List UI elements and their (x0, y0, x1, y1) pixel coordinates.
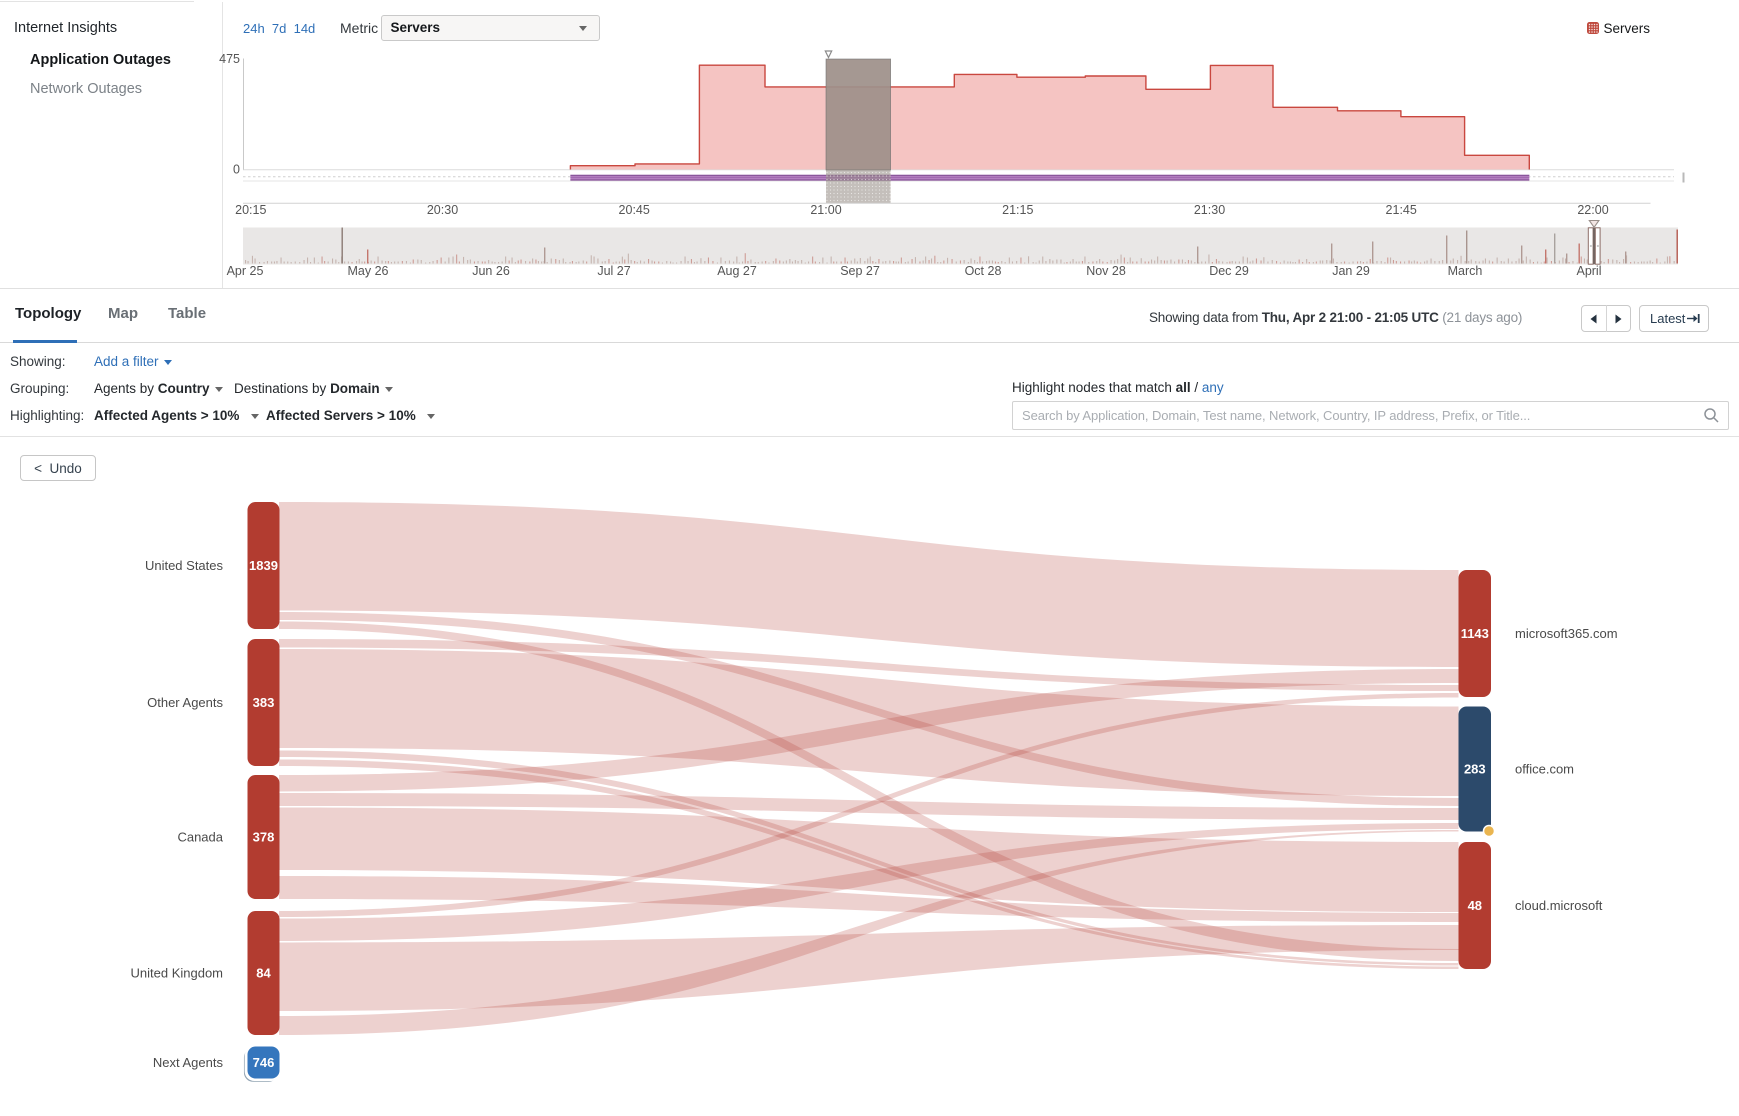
svg-text:March: March (1448, 264, 1483, 278)
svg-text:Dec 29: Dec 29 (1209, 264, 1249, 278)
svg-text:United Kingdom: United Kingdom (131, 966, 224, 981)
svg-text:Aug 27: Aug 27 (717, 264, 757, 278)
svg-text:378: 378 (253, 830, 275, 845)
svg-text:1839: 1839 (249, 558, 278, 573)
svg-text:Nov 28: Nov 28 (1086, 264, 1126, 278)
svg-text:1143: 1143 (1461, 626, 1489, 641)
svg-text:Oct 28: Oct 28 (965, 264, 1002, 278)
svg-text:21:30: 21:30 (1194, 203, 1225, 217)
svg-text:21:00: 21:00 (810, 203, 841, 217)
svg-text:20:30: 20:30 (427, 203, 458, 217)
svg-text:office.com: office.com (1515, 762, 1574, 777)
svg-text:0: 0 (233, 163, 240, 177)
svg-text:microsoft365.com: microsoft365.com (1515, 626, 1618, 641)
svg-text:cloud.microsoft: cloud.microsoft (1515, 898, 1603, 913)
svg-text:Jun 26: Jun 26 (472, 264, 510, 278)
svg-text:21:45: 21:45 (1386, 203, 1417, 217)
svg-text:Jan 29: Jan 29 (1332, 264, 1370, 278)
svg-text:84: 84 (256, 966, 271, 981)
svg-text:383: 383 (253, 695, 275, 710)
svg-text:Next Agents: Next Agents (153, 1055, 224, 1070)
svg-text:×: × (1589, 244, 1592, 249)
svg-text:20:45: 20:45 (619, 203, 650, 217)
svg-text:475: 475 (219, 52, 240, 66)
svg-text:Apr 25: Apr 25 (227, 264, 264, 278)
svg-text:48: 48 (1468, 898, 1482, 913)
svg-text:21:15: 21:15 (1002, 203, 1033, 217)
svg-text:283: 283 (1464, 762, 1486, 777)
svg-text:Sep 27: Sep 27 (840, 264, 880, 278)
svg-text:May 26: May 26 (348, 264, 389, 278)
svg-text:746: 746 (253, 1055, 275, 1070)
svg-text:April: April (1576, 264, 1601, 278)
svg-text:Canada: Canada (177, 830, 223, 845)
svg-text:Other Agents: Other Agents (147, 695, 223, 710)
svg-text:20:15: 20:15 (235, 203, 266, 217)
svg-text:22:00: 22:00 (1577, 203, 1608, 217)
svg-text:×: × (1596, 244, 1599, 249)
svg-text:United States: United States (145, 558, 224, 573)
svg-text:Jul 27: Jul 27 (597, 264, 630, 278)
